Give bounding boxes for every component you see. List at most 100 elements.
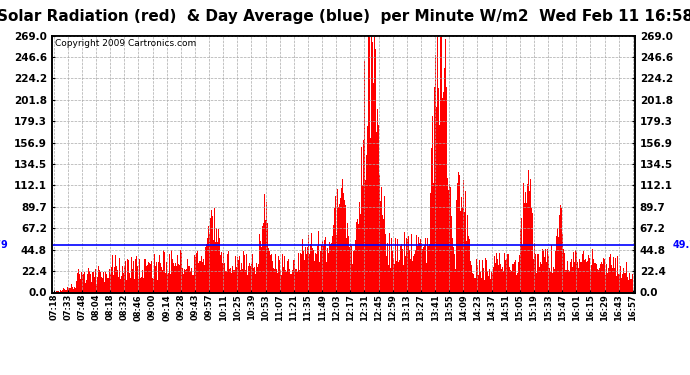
Bar (596, 264, 598, 292)
Bar (507, 254, 509, 292)
Bar (502, 267, 503, 292)
Bar (512, 264, 513, 292)
Bar (66, 290, 67, 292)
Bar (239, 256, 240, 292)
Bar (266, 202, 267, 292)
Bar (337, 189, 338, 292)
Bar (589, 258, 591, 292)
Bar (107, 278, 108, 292)
Bar (193, 275, 195, 292)
Bar (355, 240, 356, 292)
Bar (157, 280, 158, 292)
Bar (464, 212, 465, 292)
Bar (95, 269, 96, 292)
Bar (500, 264, 502, 292)
Bar (472, 273, 473, 292)
Bar (415, 250, 416, 292)
Bar (566, 270, 567, 292)
Bar (293, 261, 294, 292)
Bar (621, 278, 622, 292)
Bar (189, 266, 190, 292)
Bar (75, 288, 77, 292)
Bar (221, 252, 222, 292)
Bar (162, 270, 164, 292)
Bar (181, 253, 182, 292)
Bar (218, 229, 219, 292)
Bar (624, 273, 625, 292)
Bar (473, 274, 474, 292)
Bar (175, 263, 176, 292)
Bar (80, 279, 81, 292)
Bar (92, 272, 93, 292)
Bar (109, 269, 110, 292)
Bar (438, 88, 440, 292)
Bar (584, 260, 585, 292)
Bar (250, 266, 251, 292)
Bar (155, 266, 156, 292)
Bar (342, 179, 344, 292)
Bar (565, 270, 566, 292)
Bar (345, 205, 346, 292)
Bar (87, 274, 88, 292)
Bar (496, 253, 497, 292)
Bar (609, 257, 610, 292)
Bar (618, 274, 620, 292)
Bar (264, 194, 265, 292)
Bar (302, 239, 304, 292)
Bar (630, 279, 631, 292)
Bar (289, 269, 290, 292)
Bar (186, 269, 187, 292)
Bar (236, 267, 237, 292)
Bar (149, 263, 150, 292)
Bar (457, 183, 458, 292)
Bar (97, 277, 98, 292)
Bar (224, 263, 225, 292)
Bar (197, 251, 198, 292)
Bar (547, 249, 549, 292)
Bar (176, 267, 177, 292)
Bar (138, 279, 139, 292)
Bar (551, 245, 552, 292)
Bar (282, 254, 284, 292)
Bar (325, 237, 326, 292)
Bar (178, 264, 179, 292)
Bar (523, 183, 524, 292)
Bar (387, 243, 388, 292)
Bar (258, 264, 259, 292)
Bar (287, 261, 288, 292)
Bar (334, 207, 335, 292)
Bar (227, 254, 228, 292)
Bar (331, 243, 333, 292)
Bar (247, 275, 248, 292)
Bar (431, 148, 432, 292)
Bar (437, 36, 438, 292)
Bar (196, 253, 197, 292)
Bar (238, 260, 239, 292)
Bar (101, 277, 102, 292)
Bar (191, 268, 193, 292)
Bar (582, 255, 583, 292)
Bar (277, 273, 278, 292)
Bar (620, 266, 621, 292)
Bar (368, 36, 369, 292)
Bar (260, 241, 262, 292)
Bar (64, 289, 66, 292)
Bar (309, 254, 310, 292)
Bar (255, 274, 256, 292)
Bar (545, 249, 546, 292)
Bar (220, 255, 221, 292)
Bar (506, 259, 507, 292)
Bar (158, 262, 159, 292)
Bar (159, 255, 160, 292)
Bar (535, 254, 536, 292)
Bar (593, 259, 594, 292)
Bar (395, 238, 396, 292)
Bar (262, 226, 264, 292)
Bar (425, 238, 426, 292)
Bar (180, 251, 181, 292)
Bar (458, 172, 460, 292)
Bar (206, 244, 207, 292)
Bar (475, 278, 476, 292)
Bar (592, 249, 593, 292)
Bar (133, 261, 135, 292)
